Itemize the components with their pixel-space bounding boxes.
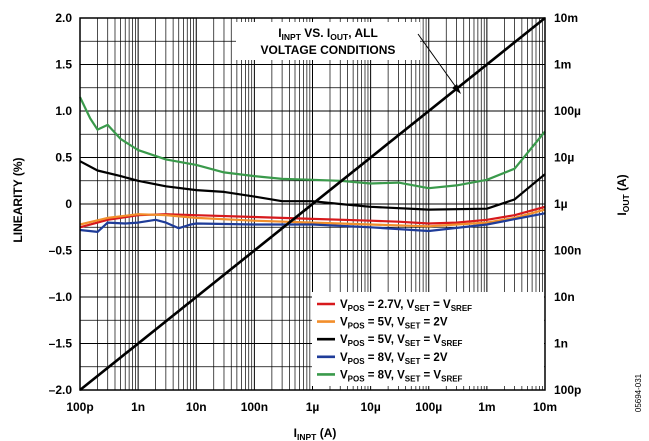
x-axis-label: IINPT (A) <box>294 426 337 441</box>
x-tick-label: 10n <box>186 400 207 414</box>
y-right-tick-label: 1m <box>554 58 571 72</box>
y-right-tick-labels: 10m 1m 100µ 10µ 1µ 100n 10n 1n 100p <box>554 11 581 397</box>
y-right-tick-label: 10n <box>554 290 575 304</box>
x-tick-label: 1m <box>478 400 495 414</box>
y-left-tick-label: 0 <box>65 197 72 211</box>
legend-entry: VPOS = 5V, VSET = 2V <box>340 317 448 331</box>
series-vpos-8v-vset-vsref <box>79 96 546 190</box>
y-left-tick-label: 1.0 <box>55 104 72 118</box>
y-left-tick-label: –1.5 <box>49 337 73 351</box>
x-tick-label: 100n <box>241 400 268 414</box>
x-tick-label: 10m <box>533 400 557 414</box>
legend-entry: VPOS = 8V, VSET = 2V <box>340 352 448 366</box>
annotation-arrowhead <box>452 84 461 94</box>
y-left-tick-label: 0.5 <box>55 151 72 165</box>
annotation-line2: VOLTAGE CONDITIONS <box>261 43 396 57</box>
y-left-tick-labels: 2.0 1.5 1.0 0.5 0 –0.5 –1.0 –1.5 –2.0 <box>49 11 73 397</box>
legend: VPOS = 2.7V, VSET = VSREF VPOS = 5V, VSET… <box>312 292 544 386</box>
annotation-box <box>236 22 420 60</box>
legend-box <box>312 292 544 386</box>
x-tick-label: 100µ <box>415 400 442 414</box>
y-right-tick-label: 1µ <box>554 197 568 211</box>
y-left-tick-label: 2.0 <box>55 11 72 25</box>
x-tick-label: 1n <box>131 400 145 414</box>
figure-id: 05694-031 <box>634 373 643 412</box>
annotation-arrow <box>417 33 459 91</box>
annotation: IINPT VS. IOUT, ALL VOLTAGE CONDITIONS <box>236 22 461 94</box>
y-right-tick-label: 1n <box>554 337 568 351</box>
y-left-tick-label: –2.0 <box>49 383 73 397</box>
series-vpos-5v-vset-vsref <box>79 160 546 211</box>
y-right-tick-label: 100n <box>554 244 581 258</box>
series-iinpt-vs-iout <box>79 16 546 392</box>
x-tick-labels: 100p 1n 10n 100n 1µ 10µ 100µ 1m 10m <box>66 400 557 414</box>
series-vpos-5v-vset-2v <box>79 208 546 228</box>
annotation-line1: IINPT VS. IOUT, ALL <box>278 26 378 42</box>
x-tick-label: 1µ <box>306 400 320 414</box>
series-vpos-8v-vset-2v <box>79 212 546 233</box>
y-right-tick-label: 100p <box>554 383 581 397</box>
x-tick-label: 100p <box>66 400 93 414</box>
y-left-tick-label: 1.5 <box>55 58 72 72</box>
legend-entry: VPOS = 2.7V, VSET = VSREF <box>340 299 472 313</box>
y-right-tick-label: 10µ <box>554 151 574 165</box>
plot-frame <box>79 17 546 391</box>
data-series <box>79 16 546 392</box>
y-left-tick-label: –0.5 <box>49 244 73 258</box>
y-right-tick-label: 100µ <box>554 104 581 118</box>
y-right-tick-label: 10m <box>554 11 578 25</box>
legend-entry: VPOS = 8V, VSET = VSREF <box>340 369 463 383</box>
y-left-axis-label: LINEARITY (%) <box>11 157 25 242</box>
y-right-axis-label: IOUT (A) <box>615 174 631 215</box>
x-tick-label: 10µ <box>360 400 380 414</box>
y-left-tick-label: –1.0 <box>49 290 73 304</box>
legend-entry: VPOS = 5V, VSET = VSREF <box>340 334 463 348</box>
